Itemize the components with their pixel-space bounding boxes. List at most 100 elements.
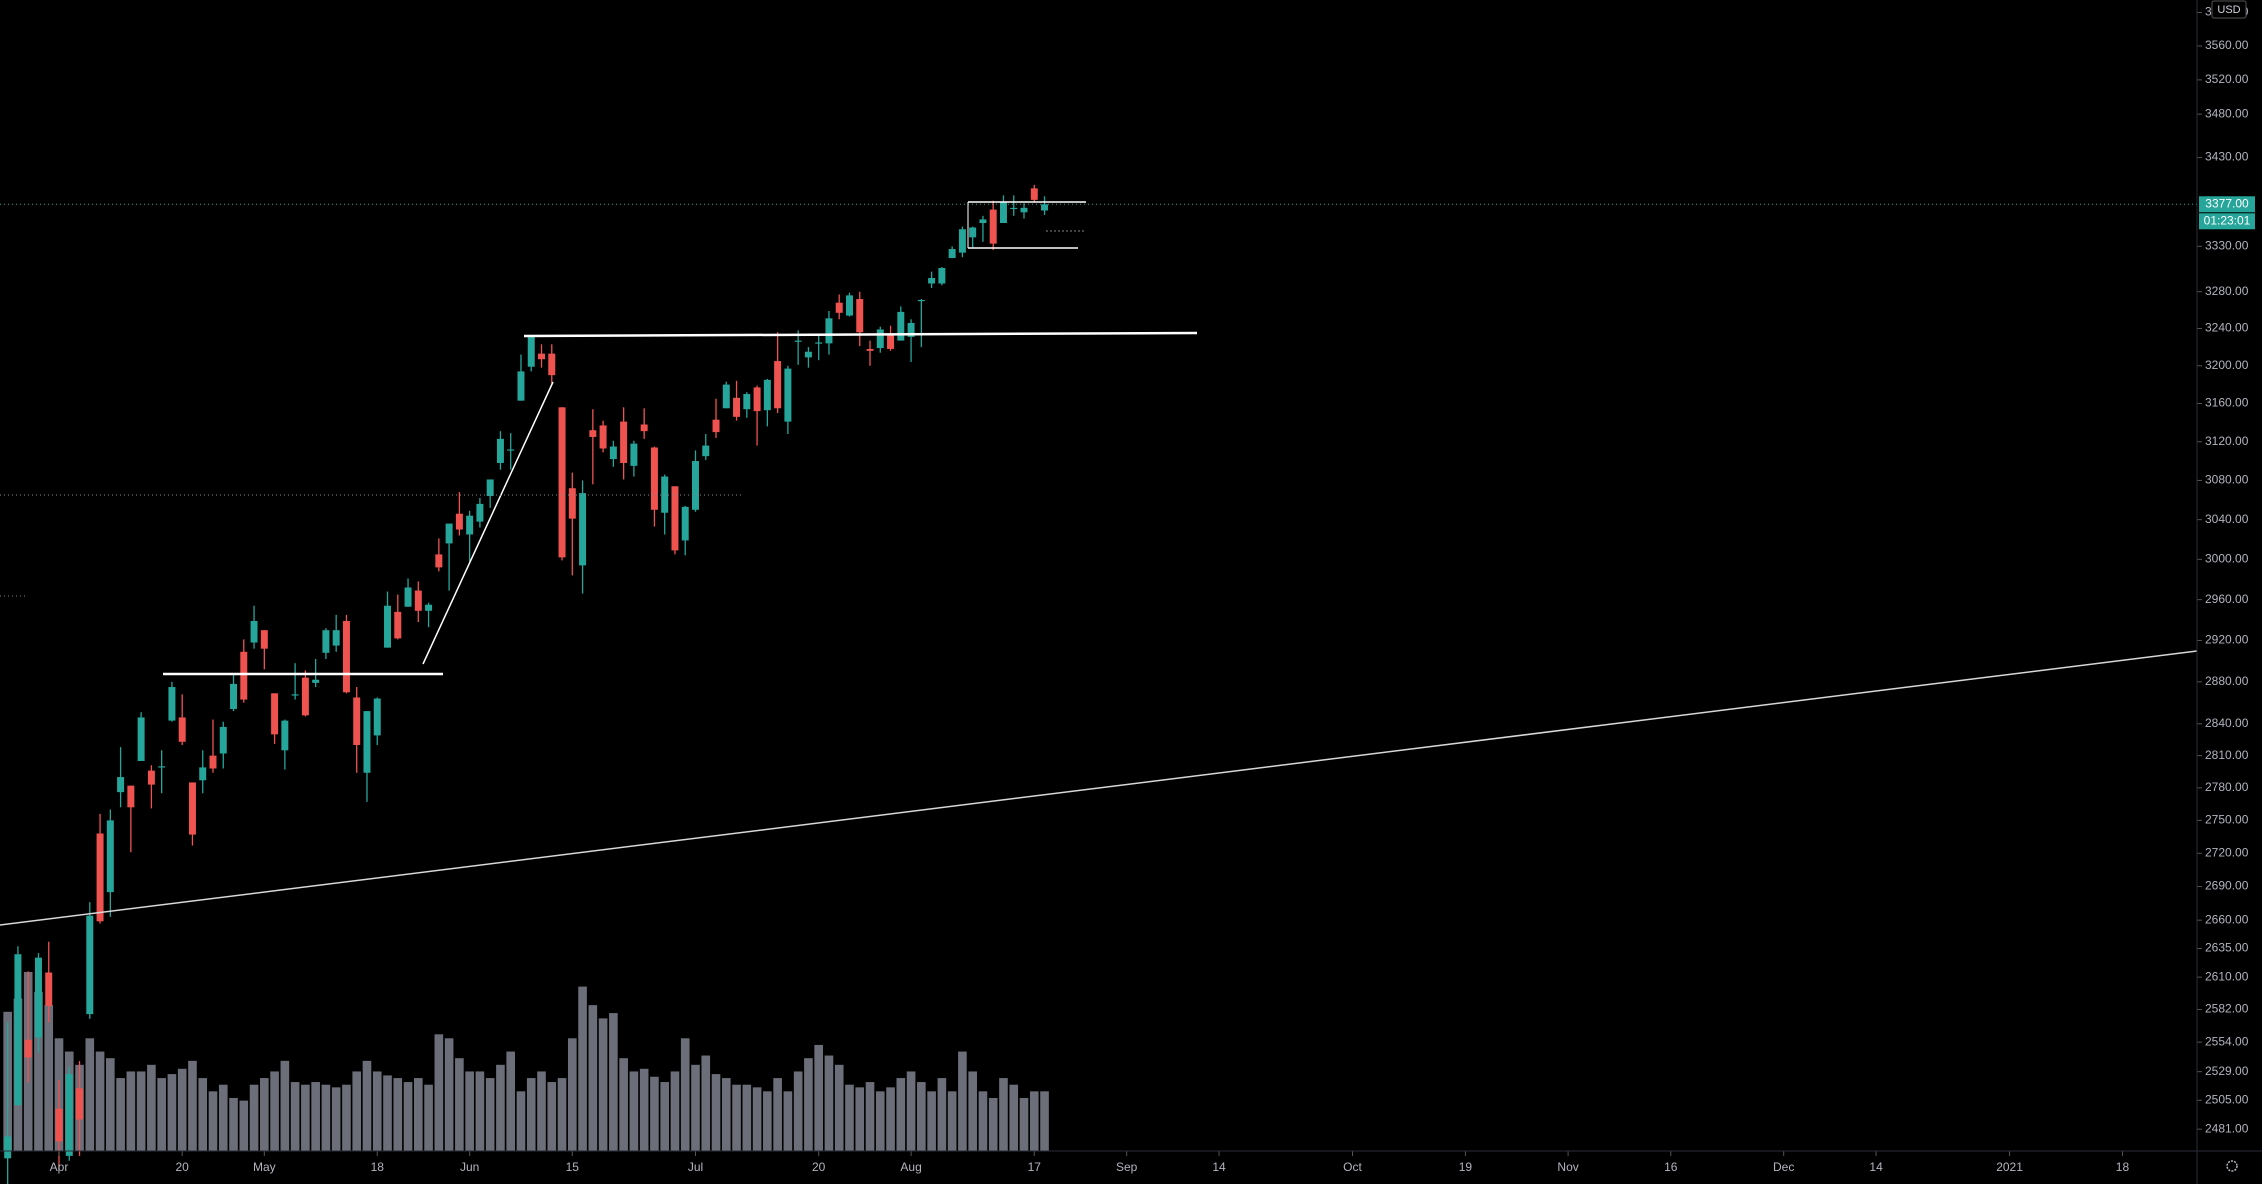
candle-body — [219, 726, 227, 754]
candle-body — [917, 299, 925, 302]
candle-body — [712, 419, 720, 433]
volume-bar — [413, 1078, 423, 1151]
volume-bar — [896, 1078, 906, 1151]
settings-icon[interactable] — [2226, 1160, 2238, 1172]
currency-box[interactable] — [2211, 0, 2247, 19]
volume-bar — [188, 1060, 197, 1151]
candle-body — [599, 425, 607, 449]
x-tick-label: 20 — [176, 1160, 190, 1174]
volume-bar — [280, 1060, 290, 1151]
candle-body — [640, 424, 648, 432]
volume-bar — [249, 1084, 259, 1151]
last-price-label: 3377.00 — [2205, 196, 2249, 210]
resistance-line — [523, 331, 1198, 338]
volume-bar — [537, 1071, 546, 1151]
plot — [0, 184, 2197, 1184]
volume-bar — [1029, 1091, 1039, 1151]
volume-bar — [393, 1078, 403, 1151]
candle-body — [774, 361, 782, 409]
volume-bar — [157, 1078, 166, 1151]
y-tick-label: 2750.00 — [2205, 813, 2249, 827]
volume-bar — [95, 1051, 105, 1151]
y-tick-label: 3040.00 — [2205, 512, 2249, 526]
volume-bar — [331, 1087, 341, 1151]
candle-body — [45, 972, 53, 1006]
y-tick-label: 3160.00 — [2205, 396, 2249, 410]
candle-body — [158, 766, 166, 768]
volume-bar — [639, 1068, 649, 1151]
candle-body — [260, 630, 268, 649]
x-tick-label: Jul — [688, 1160, 703, 1174]
candle-body — [650, 447, 658, 510]
candle-body — [86, 915, 94, 1015]
volume-bar — [198, 1078, 208, 1151]
candle-body — [548, 353, 556, 376]
volume-bar — [834, 1064, 844, 1151]
volume-bar — [763, 1091, 772, 1151]
volume-bar — [999, 1078, 1008, 1151]
candle-body — [928, 278, 936, 284]
x-tick-label: 15 — [566, 1160, 580, 1174]
volume-bar — [742, 1084, 752, 1151]
volume-bar — [516, 1091, 526, 1151]
candle-body — [692, 461, 699, 510]
volume-bar — [680, 1038, 690, 1151]
candle-body — [835, 302, 843, 313]
volume-bar — [927, 1091, 936, 1151]
volume-bar — [947, 1091, 957, 1151]
volume-bar — [218, 1084, 228, 1151]
candle-body — [250, 620, 258, 643]
volume-bar — [598, 1018, 608, 1151]
x-tick-label: 17 — [1028, 1160, 1042, 1174]
volume-bar — [136, 1071, 146, 1151]
axes: 3600.003560.003520.003480.003430.003330.… — [50, 5, 2249, 1175]
candle-body — [825, 318, 833, 344]
volume-bar — [208, 1091, 218, 1151]
y-tick-label: 2635.00 — [2205, 941, 2249, 955]
volume-bar — [1009, 1084, 1019, 1151]
volume-bar — [804, 1058, 813, 1151]
candle-body — [527, 335, 535, 367]
volume-bar — [783, 1091, 793, 1151]
candle-body — [425, 604, 433, 611]
x-tick-label: 18 — [371, 1160, 385, 1174]
y-tick-label: 2810.00 — [2205, 748, 2249, 762]
y-tick-label: 2920.00 — [2205, 633, 2249, 647]
candle-body — [517, 371, 525, 401]
volume-bar — [352, 1071, 362, 1151]
candle-body — [681, 506, 689, 541]
candle-body — [948, 249, 956, 259]
candle-body — [332, 630, 340, 646]
candle-body — [722, 384, 730, 409]
volume-bar — [485, 1078, 495, 1151]
candle-body — [312, 679, 320, 683]
candle-body — [887, 334, 895, 349]
candle-body — [96, 833, 104, 922]
volume-bar — [968, 1071, 977, 1151]
countdown: 01:23:01 — [2204, 213, 2251, 227]
candle-body — [1030, 188, 1038, 200]
candle-body — [620, 421, 628, 463]
x-tick-label: Oct — [1343, 1160, 1362, 1174]
volume-bar — [865, 1082, 875, 1151]
y-tick-label: 2690.00 — [2205, 879, 2249, 893]
volume-bar — [609, 1013, 618, 1151]
candle-body — [342, 620, 350, 693]
volume-bar — [886, 1087, 895, 1151]
candle-body — [486, 479, 494, 497]
volume-bar — [650, 1076, 659, 1151]
volume-bar — [301, 1084, 310, 1151]
candle-body — [34, 957, 42, 1038]
candle-body — [784, 368, 792, 422]
volume-bar — [465, 1071, 474, 1151]
candle-body — [815, 342, 823, 344]
volume-bar — [362, 1060, 372, 1151]
volume-bar — [875, 1091, 885, 1151]
volume-bar — [978, 1091, 988, 1151]
candle-body — [147, 770, 155, 785]
candle-body — [271, 693, 279, 735]
candle-body — [414, 590, 422, 611]
candle-body — [999, 201, 1007, 223]
volume-bar — [917, 1082, 926, 1151]
